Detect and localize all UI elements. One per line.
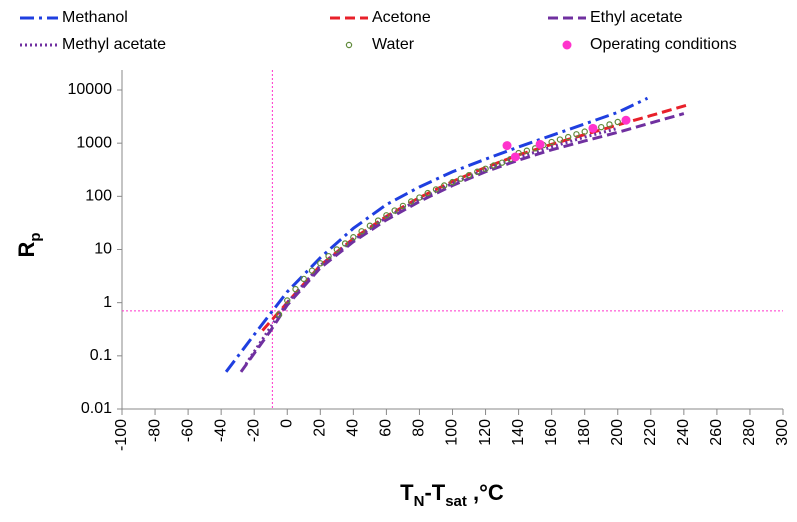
series-line xyxy=(261,103,688,332)
y-tick-label: 0.01 xyxy=(81,400,112,417)
data-point xyxy=(621,115,631,125)
legend-swatch xyxy=(345,41,353,49)
data-point xyxy=(523,147,531,154)
x-axis-title: TN-Tsat ,°C xyxy=(400,480,504,511)
data-point xyxy=(614,118,621,126)
x-tick-label: 240 xyxy=(675,419,692,446)
data-point xyxy=(416,194,423,201)
axis-title-part: T xyxy=(400,480,414,505)
data-point xyxy=(581,128,588,135)
data-point xyxy=(292,285,299,293)
data-point xyxy=(588,123,598,133)
data-point xyxy=(350,234,357,241)
data-point xyxy=(457,175,464,182)
y-axis-title: Rp xyxy=(14,232,45,257)
x-tick-label: 60 xyxy=(378,419,395,437)
data-point xyxy=(564,133,572,141)
data-point xyxy=(358,228,365,235)
x-tick-label: -60 xyxy=(179,419,196,442)
x-tick-label: 100 xyxy=(444,419,461,446)
legend-label: Ethyl acetate xyxy=(590,9,683,26)
x-tick-label: 280 xyxy=(741,419,758,446)
data-point xyxy=(573,131,580,138)
series-line xyxy=(224,96,649,373)
series-line xyxy=(244,126,619,365)
data-point xyxy=(424,189,431,197)
data-point xyxy=(341,240,349,247)
x-tick-label: 0 xyxy=(278,419,295,428)
axis-title-part: p xyxy=(27,232,44,241)
legend-label: Methanol xyxy=(62,9,128,26)
y-tick-label: 1000 xyxy=(76,134,112,151)
x-tick-label: -80 xyxy=(146,419,163,442)
data-point xyxy=(407,198,415,205)
x-tick-label: 40 xyxy=(345,419,362,437)
data-point xyxy=(556,136,564,143)
data-point xyxy=(510,152,520,162)
data-point xyxy=(366,222,374,229)
axis-title-part: sat xyxy=(445,493,467,510)
x-tick-label: 80 xyxy=(411,419,428,437)
y-tick-label: 0.1 xyxy=(90,347,112,364)
axis-title-part: -T xyxy=(424,480,445,505)
data-point xyxy=(432,186,440,193)
data-point xyxy=(502,141,512,151)
x-tick-label: 120 xyxy=(477,419,494,446)
x-tick-label: 300 xyxy=(774,419,791,446)
data-point xyxy=(598,123,605,131)
y-tick-label: 1 xyxy=(103,294,112,311)
data-point xyxy=(374,217,382,224)
legend-label: Methyl acetate xyxy=(62,36,166,53)
data-point xyxy=(300,275,307,283)
data-point xyxy=(308,267,316,274)
x-tick-label: 160 xyxy=(543,419,560,446)
axis-title-part: R xyxy=(14,242,39,258)
data-point xyxy=(482,165,489,172)
legend-swatch xyxy=(562,40,572,50)
data-point xyxy=(275,311,283,318)
data-point xyxy=(325,252,332,260)
legend-label: Acetone xyxy=(372,9,431,26)
axis-title-part: N xyxy=(414,493,425,510)
data-point xyxy=(498,159,506,166)
y-tick-label: 100 xyxy=(85,188,112,205)
x-tick-label: 140 xyxy=(510,419,527,446)
series-line xyxy=(239,112,685,373)
x-tick-label: 200 xyxy=(609,419,626,446)
y-tick-label: 10000 xyxy=(68,81,113,98)
x-tick-label: -40 xyxy=(212,419,229,442)
data-point xyxy=(383,212,390,219)
x-tick-label: 220 xyxy=(642,419,659,446)
legend-label: Water xyxy=(372,36,415,53)
data-point xyxy=(449,178,456,186)
axis-title-part: ,°C xyxy=(467,480,504,505)
data-point xyxy=(474,168,481,175)
x-tick-label: 180 xyxy=(576,419,593,446)
x-tick-label: -100 xyxy=(113,419,130,451)
data-point xyxy=(490,162,498,169)
x-tick-label: -20 xyxy=(245,419,262,442)
data-point xyxy=(399,202,407,210)
data-point xyxy=(531,145,539,152)
x-tick-label: 20 xyxy=(312,419,329,437)
data-point xyxy=(284,297,291,304)
legend-label: Operating conditions xyxy=(590,36,737,53)
data-point xyxy=(441,182,448,189)
x-tick-label: 260 xyxy=(708,419,725,446)
data-point xyxy=(606,121,613,128)
data-point xyxy=(391,207,398,214)
data-point xyxy=(465,171,473,179)
data-point xyxy=(548,138,555,146)
data-point xyxy=(317,260,324,267)
y-tick-label: 10 xyxy=(94,241,112,258)
data-point xyxy=(333,246,341,253)
data-point xyxy=(535,139,545,149)
